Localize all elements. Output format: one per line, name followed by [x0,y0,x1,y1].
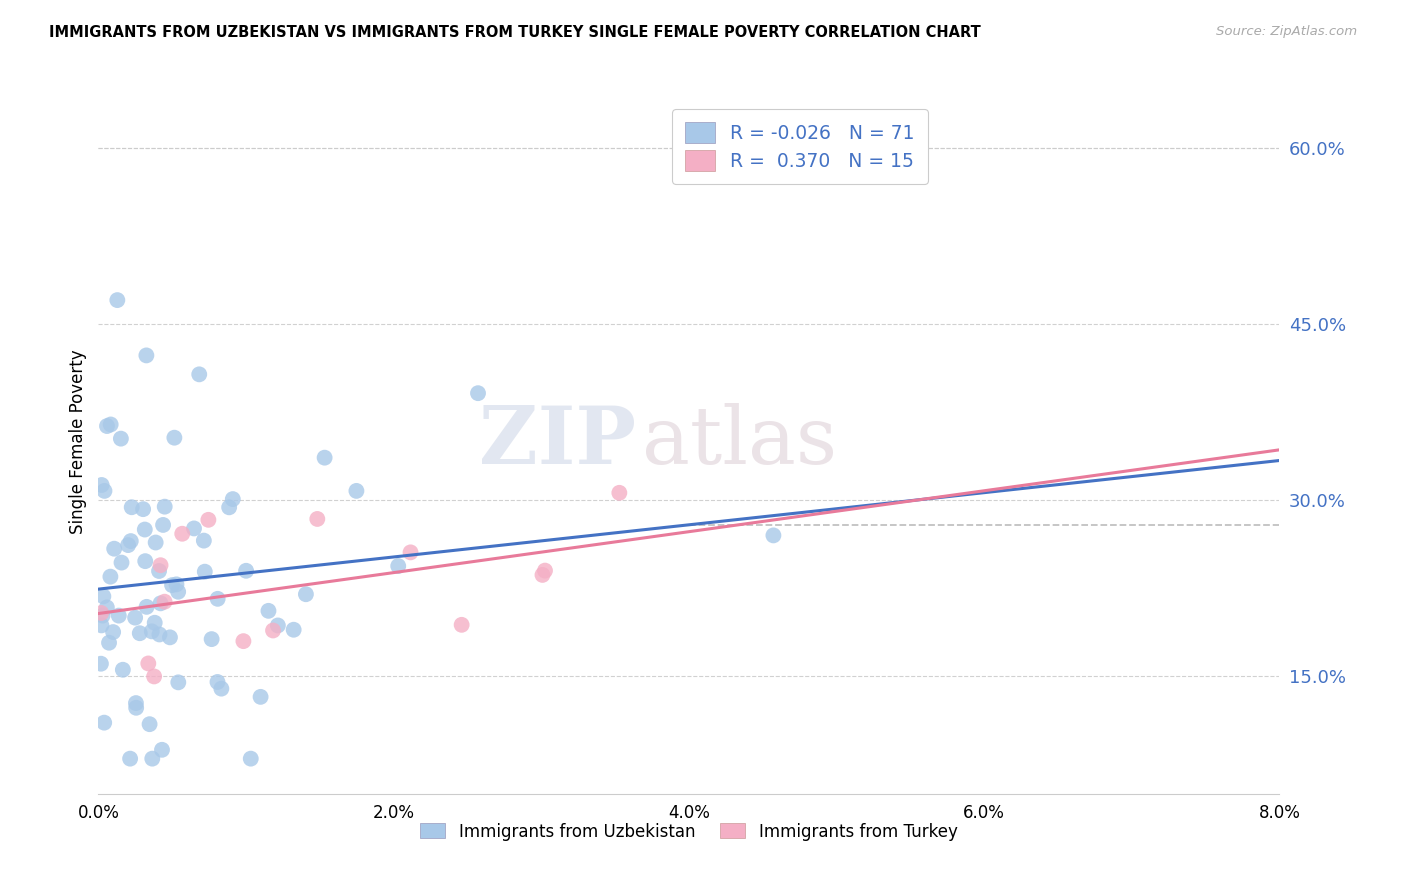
Point [90,606,112,620]
Point [136,657,159,671]
Point [90,478,112,492]
Point [209,681,232,696]
Point [153,500,176,514]
Point [91,608,114,623]
Point [111,663,134,677]
Point [96,600,118,615]
Point [135,599,157,614]
Point [120,751,142,765]
Point [138,717,160,731]
Point [307,512,329,526]
Point [124,610,146,624]
Point [121,500,143,515]
Point [167,584,190,599]
Text: ZIP: ZIP [479,402,636,481]
Point [107,608,129,623]
Point [143,669,166,683]
Point [135,348,157,362]
Point [98,636,121,650]
Point [132,502,155,516]
Point [125,700,148,714]
Point [172,526,194,541]
Point [160,578,183,592]
Point [467,386,489,401]
Y-axis label: Single Female Poverty: Single Female Poverty [69,350,87,533]
Point [141,624,163,639]
Point [117,538,139,552]
Point [149,596,172,610]
Point [145,535,167,549]
Point [257,604,280,618]
Point [232,634,254,648]
Point [101,625,124,640]
Point [183,521,205,535]
Point [152,517,174,532]
Point [93,715,115,730]
Point [201,632,224,647]
Text: IMMIGRANTS FROM UZBEKISTAN VS IMMIGRANTS FROM TURKEY SINGLE FEMALE POVERTY CORRE: IMMIGRANTS FROM UZBEKISTAN VS IMMIGRANTS… [49,25,981,40]
Point [90,618,112,632]
Point [197,513,219,527]
Point [267,618,290,632]
Point [120,534,142,549]
Point [534,564,557,578]
Point [159,631,181,645]
Point [134,523,156,537]
Point [193,533,215,548]
Point [149,558,172,573]
Text: atlas: atlas [641,402,837,481]
Point [344,483,367,498]
Point [207,591,229,606]
Point [90,657,112,671]
Point [125,696,148,710]
Point [148,627,170,641]
Point [188,368,211,382]
Point [100,417,122,432]
Point [110,556,132,570]
Point [207,675,229,690]
Point [249,690,271,704]
Point [150,743,173,757]
Point [450,617,472,632]
Point [295,587,318,601]
Point [262,624,284,638]
Point [134,554,156,568]
Point [163,431,186,445]
Point [110,432,132,446]
Point [128,626,150,640]
Point [100,569,122,583]
Point [235,564,257,578]
Point [607,485,630,500]
Point [283,623,305,637]
Legend: Immigrants from Uzbekistan, Immigrants from Turkey: Immigrants from Uzbekistan, Immigrants f… [412,814,966,849]
Point [399,545,422,559]
Point [96,419,118,434]
Point [167,675,190,690]
Point [153,595,176,609]
Point [141,751,163,765]
Point [194,565,217,579]
Point [314,450,336,465]
Point [239,751,262,765]
Point [218,500,240,515]
Point [93,483,115,498]
Point [387,559,409,574]
Point [148,564,170,578]
Point [762,528,785,542]
Text: Source: ZipAtlas.com: Source: ZipAtlas.com [1216,25,1357,38]
Point [531,568,554,582]
Point [165,577,187,591]
Point [222,492,245,507]
Point [93,590,115,604]
Point [143,615,166,630]
Point [105,293,128,307]
Point [103,541,125,556]
